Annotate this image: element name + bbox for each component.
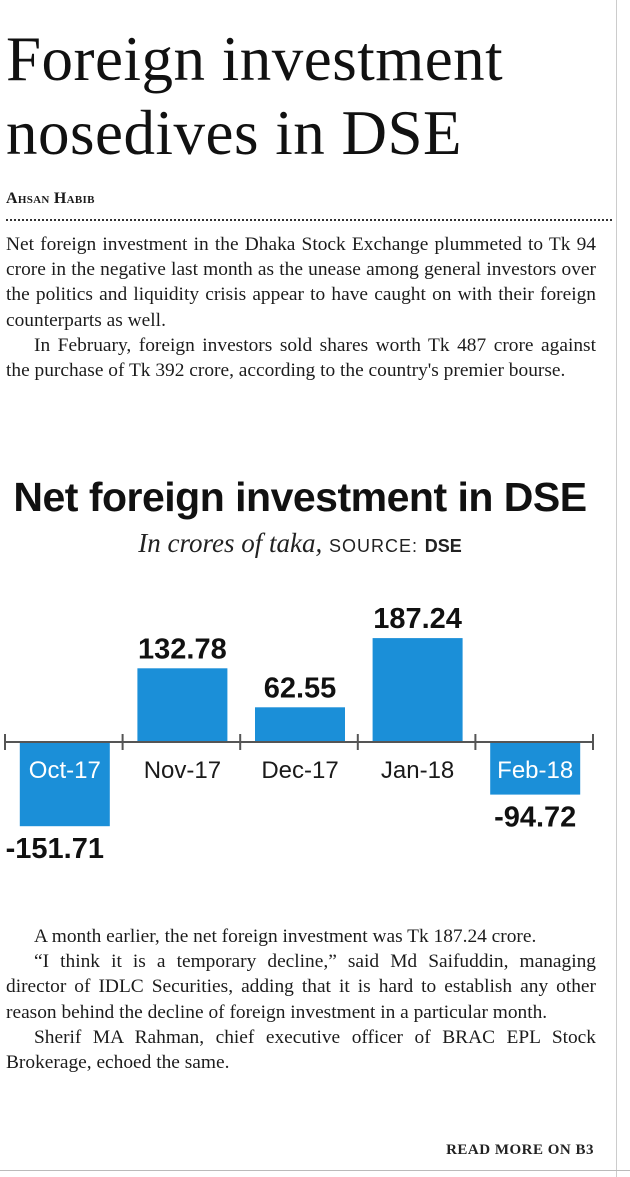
headline: Foreign investment nosedives in DSE <box>6 22 616 170</box>
paragraph: In February, foreign investors sold shar… <box>6 334 596 382</box>
bar <box>137 668 228 742</box>
chart-subtitle: In crores of taka, SOURCE: DSE <box>0 528 600 559</box>
read-more-link[interactable]: READ MORE ON B3 <box>446 1142 594 1158</box>
source-label: SOURCE: <box>328 536 418 556</box>
category-label: Dec-17 <box>261 757 338 784</box>
dotted-divider <box>6 219 612 221</box>
source-value: DSE <box>424 536 462 556</box>
column-rule <box>616 0 617 1177</box>
data-label: -94.72 <box>494 802 576 834</box>
headline-line-1: Foreign investment <box>6 24 504 94</box>
data-label: -151.71 <box>6 833 104 865</box>
bar <box>372 638 463 742</box>
bottom-divider <box>0 1170 630 1171</box>
category-label: Oct-17 <box>29 757 101 784</box>
data-label: 132.78 <box>138 633 227 665</box>
data-label: 187.24 <box>373 603 462 635</box>
paragraph: “I think it is a temporary decline,” sai… <box>6 951 596 1023</box>
category-label: Feb-18 <box>497 757 573 784</box>
category-label: Nov-17 <box>144 757 221 784</box>
headline-line-2: nosedives in DSE <box>6 98 462 168</box>
chart-unit: In crores of taka, <box>138 528 323 558</box>
bar-chart: Oct-17 -151.71 Nov-17 132.78 Dec-17 62.55 Jan-… <box>4 603 594 865</box>
paragraph: Sherif MA Rahman, chief executive office… <box>6 1026 596 1074</box>
bar <box>255 707 345 742</box>
paragraph: A month earlier, the net foreign investm… <box>34 926 537 947</box>
closing-text: A month earlier, the net foreign investm… <box>6 924 596 1075</box>
intro-text: Net foreign investment in the Dhaka Stoc… <box>6 232 596 383</box>
byline: Ahsan Habib <box>6 190 95 207</box>
category-label: Jan-18 <box>381 757 454 784</box>
bar <box>19 742 110 827</box>
paragraph: Net foreign investment in the Dhaka Stoc… <box>6 234 596 331</box>
data-label: 62.55 <box>264 672 337 704</box>
bar <box>490 742 581 795</box>
chart-title: Net foreign investment in DSE <box>13 474 587 520</box>
